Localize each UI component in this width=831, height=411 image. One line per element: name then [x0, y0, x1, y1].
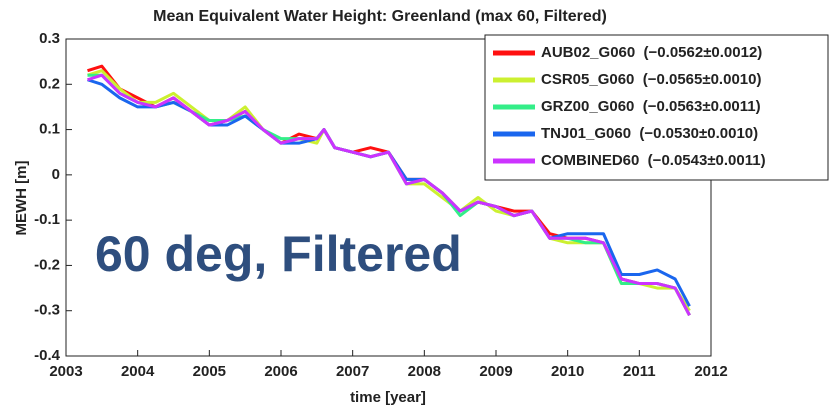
x-tick-label: 2011	[623, 363, 656, 380]
legend-box	[484, 34, 829, 181]
legend-label: AUB02_G060 (−0.0562±0.0012)	[541, 44, 762, 61]
x-tick-label: 2004	[121, 363, 155, 380]
y-tick-label: 0.3	[39, 30, 60, 47]
y-tick-label: 0	[52, 166, 60, 183]
x-axis-label: time [year]	[350, 389, 426, 406]
y-tick-label: -0.2	[34, 256, 60, 273]
y-tick-label: 0.1	[39, 121, 60, 138]
x-tick-label: 2007	[336, 363, 369, 380]
legend-label: TNJ01_G060 (−0.0530±0.0010)	[541, 125, 758, 142]
series-line	[87, 73, 691, 316]
x-tick-label: 2010	[551, 363, 584, 380]
x-tick-label: 2012	[694, 363, 727, 380]
y-tick-label: -0.4	[34, 347, 61, 364]
y-tick-label: -0.3	[34, 302, 60, 319]
y-axis-label: MEWH [m]	[13, 161, 30, 236]
y-tick-label: 0.2	[39, 75, 60, 92]
x-tick-label: 2009	[479, 363, 512, 380]
x-tick-label: 2008	[408, 363, 441, 380]
chart-title: Mean Equivalent Water Height: Greenland …	[153, 8, 607, 25]
legend-label: CSR05_G060 (−0.0565±0.0010)	[541, 71, 761, 88]
legend-label: COMBINED60 (−0.0543±0.0011)	[541, 152, 766, 169]
x-tick-label: 2006	[264, 363, 297, 380]
annotation: 60 deg, Filtered	[95, 226, 462, 282]
x-tick-label: 2005	[193, 363, 226, 380]
x-tick-label: 2003	[49, 363, 82, 380]
y-tick-label: -0.1	[34, 211, 60, 228]
legend-label: GRZ00_G060 (−0.0563±0.0011)	[541, 98, 761, 115]
